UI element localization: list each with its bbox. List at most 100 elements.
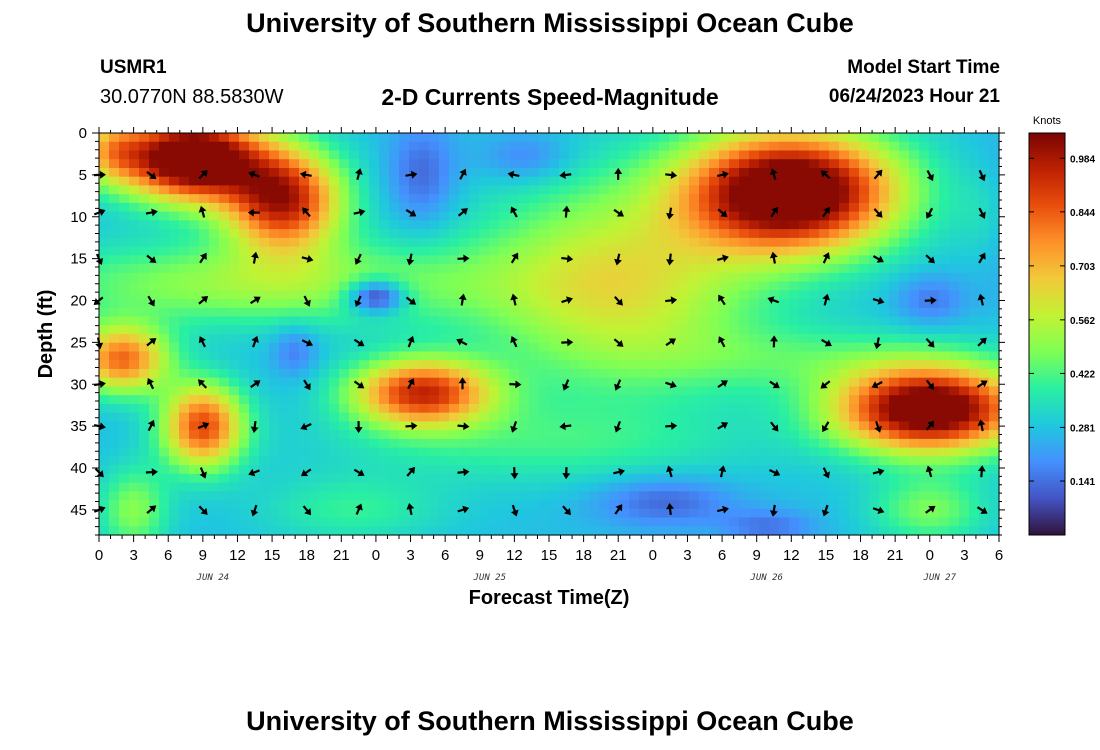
heatmap-cell	[519, 456, 530, 466]
heatmap-cell	[299, 220, 310, 230]
heatmap-cell	[919, 526, 930, 536]
heatmap-cell	[759, 176, 770, 187]
heatmap-cell	[449, 133, 460, 143]
heatmap-cell	[239, 237, 250, 248]
heatmap-cell	[299, 482, 310, 492]
heatmap-cell	[519, 255, 530, 265]
heatmap-cell	[339, 473, 350, 484]
heatmap-cell	[709, 351, 720, 361]
arrow-head	[248, 468, 256, 477]
current-arrow	[510, 421, 518, 433]
heatmap-cell	[519, 482, 530, 492]
heatmap-cell	[289, 264, 300, 274]
heatmap-cell	[789, 351, 800, 361]
heatmap-cell	[719, 220, 730, 230]
heatmap-cell	[269, 334, 280, 344]
heatmap-cell	[309, 447, 320, 457]
heatmap-cell	[349, 159, 360, 169]
heatmap-cell	[579, 465, 590, 475]
heatmap-cell	[619, 281, 630, 291]
heatmap-cell	[359, 325, 370, 335]
heatmap-cell	[989, 526, 1000, 536]
heatmap-cell	[419, 290, 430, 300]
heatmap-cell	[559, 360, 570, 370]
heatmap-cell	[989, 368, 1000, 379]
heatmap-cell	[569, 316, 580, 326]
heatmap-cell	[779, 176, 790, 187]
heatmap-cell	[529, 491, 540, 501]
heatmap-cell	[179, 360, 190, 370]
heatmap-cell	[159, 176, 170, 187]
heatmap-cell	[209, 377, 220, 388]
heatmap-cell	[469, 412, 480, 422]
heatmap-cell	[609, 447, 620, 457]
heatmap-cell	[599, 133, 610, 143]
heatmap-cell	[659, 159, 670, 169]
heatmap-cell	[579, 272, 590, 283]
heatmap-cell	[729, 255, 740, 265]
heatmap-cell	[589, 368, 600, 379]
heatmap-cell	[229, 403, 240, 414]
heatmap-cell	[919, 491, 930, 501]
heatmap-cell	[369, 526, 380, 536]
heatmap-cell	[589, 491, 600, 501]
heatmap-cell	[299, 500, 310, 510]
heatmap-cell	[129, 185, 140, 195]
heatmap-cell	[629, 421, 640, 431]
heatmap-cell	[379, 473, 390, 484]
current-arrow	[147, 295, 155, 307]
heatmap-cell	[419, 237, 430, 248]
heatmap-cell	[859, 272, 870, 283]
heatmap-cell	[459, 237, 470, 248]
heatmap-cell	[949, 334, 960, 344]
heatmap-cell	[109, 465, 120, 475]
arrow-head	[559, 422, 566, 431]
heatmap-cell	[129, 334, 140, 344]
heatmap-cell	[889, 176, 900, 187]
heatmap-cell	[349, 281, 360, 291]
heatmap-cell	[789, 438, 800, 449]
heatmap-cell	[469, 386, 480, 396]
heatmap-cell	[559, 508, 570, 519]
heatmap-cell	[879, 403, 890, 414]
heatmap-cell	[989, 159, 1000, 169]
heatmap-cell	[869, 133, 880, 143]
heatmap-cell	[639, 500, 650, 510]
heatmap-cell	[129, 299, 140, 309]
heatmap-cell	[309, 438, 320, 449]
heatmap-cell	[159, 430, 170, 440]
heatmap-cell	[649, 430, 660, 440]
heatmap-cell	[989, 290, 1000, 300]
heatmap-cell	[859, 386, 870, 396]
heatmap-cell	[409, 500, 420, 510]
heatmap-cell	[339, 430, 350, 440]
heatmap-cell	[759, 360, 770, 370]
heatmap-cell	[339, 351, 350, 361]
heatmap-cell	[529, 237, 540, 248]
heatmap-cell	[699, 482, 710, 492]
heatmap-cell	[699, 281, 710, 291]
heatmap-cell	[359, 473, 370, 484]
current-arrow	[405, 170, 418, 179]
heatmap-cell	[849, 334, 860, 344]
y-tick-label: 20	[70, 293, 87, 310]
heatmap-cell	[439, 133, 450, 143]
heatmap-cell	[699, 517, 710, 527]
heatmap-cell	[639, 395, 650, 405]
heatmap-cell	[759, 482, 770, 492]
heatmap-cell	[779, 150, 790, 160]
heatmap-cell	[799, 377, 810, 388]
heatmap-cell	[349, 167, 360, 178]
heatmap-cell	[139, 430, 150, 440]
heatmap-cell	[129, 360, 140, 370]
heatmap-cell	[169, 430, 180, 440]
heatmap-cell	[539, 500, 550, 510]
heatmap-cell	[269, 491, 280, 501]
heatmap-cell	[919, 395, 930, 405]
heatmap-cell	[779, 334, 790, 344]
heatmap-cell	[219, 377, 230, 388]
heatmap-cell	[919, 377, 930, 388]
heatmap-cell	[179, 465, 190, 475]
heatmap-cell	[599, 299, 610, 309]
current-arrow	[145, 468, 158, 477]
